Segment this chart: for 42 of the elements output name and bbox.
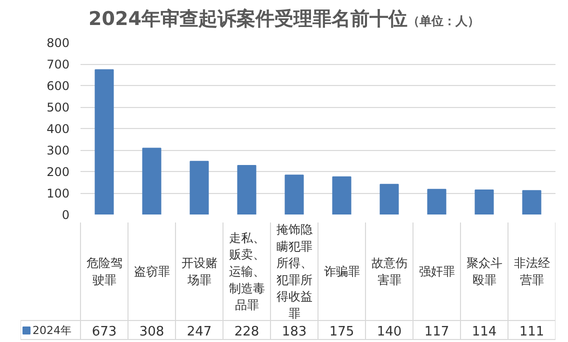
data-label: 247 — [186, 324, 212, 340]
y-tick-label: 100 — [46, 186, 70, 200]
bar — [142, 148, 162, 214]
x-tick-label: 强奸罪 — [418, 264, 455, 278]
y-tick-label: 200 — [46, 165, 70, 179]
y-tick-label: 400 — [46, 122, 70, 136]
x-tick-label: 走私、贩卖、运输、制造毒品罪 — [228, 230, 265, 312]
data-label: 111 — [519, 324, 544, 340]
y-tick-label: 300 — [46, 144, 70, 158]
bar — [332, 176, 352, 214]
bar — [190, 160, 209, 214]
bar — [380, 184, 399, 214]
data-label: 228 — [234, 324, 260, 340]
y-tick-label: 700 — [46, 58, 70, 72]
chart-title: 2024年审查起诉案件受理罪名前十位 — [88, 8, 408, 30]
bar — [94, 69, 114, 214]
data-label: 183 — [282, 324, 307, 340]
data-label: 114 — [472, 324, 497, 340]
data-label: 117 — [424, 324, 450, 340]
bar — [474, 189, 494, 214]
x-tick-label: 掩饰隐瞒犯罪所得、犯罪所得收益罪 — [276, 222, 312, 320]
data-label: 175 — [329, 324, 354, 340]
legend-label: 2024年 — [32, 324, 72, 337]
y-tick-label: 500 — [46, 100, 70, 114]
y-tick-label: 800 — [46, 36, 70, 50]
x-tick-label: 非法经营罪 — [514, 256, 550, 287]
data-label: 308 — [139, 324, 164, 340]
x-tick-label: 诈骗罪 — [324, 264, 360, 278]
y-tick-label: 0 — [62, 208, 70, 222]
bar — [522, 190, 542, 214]
x-tick-label: 危险驾驶罪 — [86, 256, 122, 287]
y-tick-label: 600 — [46, 79, 70, 93]
data-label: 673 — [92, 324, 117, 340]
x-tick-label: 盗窃罪 — [134, 264, 170, 278]
x-tick-label: 聚众斗殴罪 — [466, 256, 502, 287]
bar — [237, 164, 256, 214]
bar — [427, 188, 446, 214]
data-label: 140 — [376, 324, 402, 340]
x-tick-label: 开设赌场罪 — [181, 256, 218, 287]
bar — [284, 174, 304, 214]
chart-subtitle: （单位：人） — [407, 14, 480, 28]
x-tick-label: 故意伤害罪 — [371, 256, 408, 287]
